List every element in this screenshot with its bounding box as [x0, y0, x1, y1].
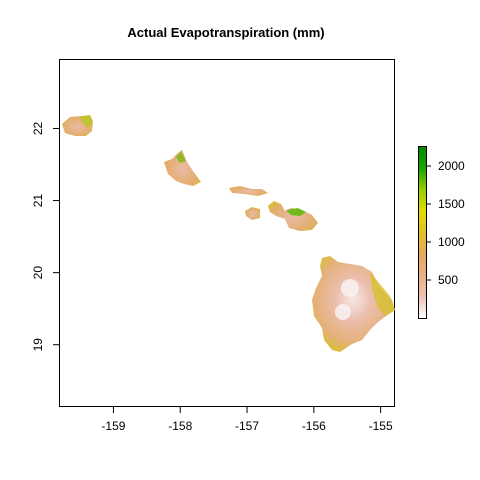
colorbar-legend: 500 1000 1500 2000 [418, 146, 465, 319]
chart-title: Actual Evapotranspiration (mm) [127, 25, 324, 40]
island-hawaii-east-coast [370, 272, 395, 316]
x-tick-label: -158 [168, 419, 192, 433]
y-tick-label: 22 [31, 121, 45, 135]
island-kauai-highland [80, 116, 92, 128]
colorbar-tick-label: 1500 [438, 197, 465, 211]
x-tick-label: -157 [235, 419, 259, 433]
y-tick-label: 20 [31, 266, 45, 280]
colorbar-gradient [418, 146, 427, 319]
island-lanai [245, 207, 260, 220]
islands-layer [62, 115, 395, 352]
island-hawaii-summit-maunakea [341, 279, 359, 297]
island-hawaii-summit-maunaloa [335, 304, 351, 320]
y-axis: 19 20 21 22 [31, 121, 60, 351]
colorbar-tick-label: 2000 [438, 159, 465, 173]
y-tick-label: 19 [31, 338, 45, 352]
x-tick-label: -155 [369, 419, 393, 433]
island-molokai [229, 186, 268, 196]
island-oahu-ridge [176, 152, 186, 163]
x-axis: -159 -158 -157 -156 -155 [101, 406, 393, 433]
colorbar-tick-label: 1000 [438, 235, 465, 249]
island-maui [268, 201, 318, 231]
colorbar-tick-label: 500 [438, 273, 458, 287]
x-tick-label: -156 [302, 419, 326, 433]
plot-frame [59, 59, 395, 407]
island-oahu [164, 150, 201, 186]
y-tick-label: 21 [31, 194, 45, 208]
island-maui-peak [286, 208, 306, 216]
x-tick-label: -159 [101, 419, 125, 433]
